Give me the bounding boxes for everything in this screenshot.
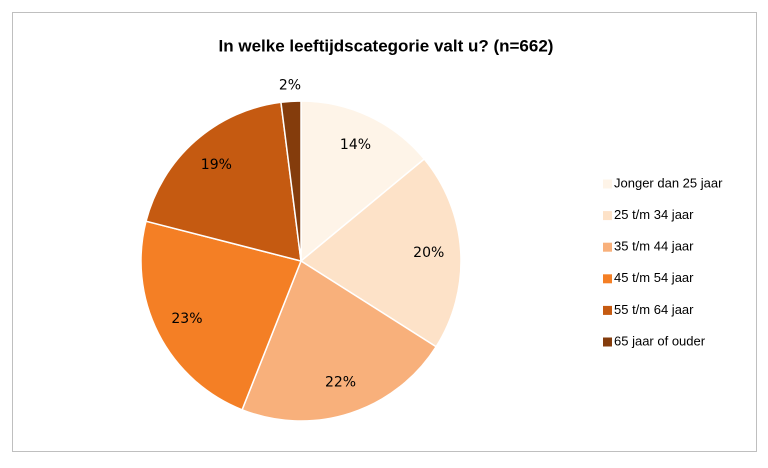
pie-slice: [145, 101, 302, 263]
legend-swatch: [603, 211, 612, 221]
legend-label: 65 jaar of ouder: [614, 333, 706, 348]
data-label: 14%: [340, 137, 371, 153]
legend-swatch: [603, 242, 612, 252]
pie-slice: [140, 220, 303, 411]
legend-swatch: [603, 337, 612, 347]
legend-swatch: [603, 274, 612, 284]
pie-slice: [241, 259, 438, 422]
legend-label: 55 t/m 64 jaar: [614, 302, 694, 317]
data-label: 22%: [325, 375, 356, 391]
data-label: 20%: [413, 245, 444, 261]
legend-label: 35 t/m 44 jaar: [614, 239, 694, 254]
pie-slice: [299, 157, 462, 348]
data-label: 19%: [201, 157, 232, 173]
pie-slice: [300, 100, 426, 263]
chart-title: In welke leeftijdscategorie valt u? (n=6…: [219, 36, 554, 55]
legend-swatch: [603, 305, 612, 315]
data-label: 23%: [171, 311, 202, 327]
data-label: 2%: [279, 77, 301, 93]
legend-label: 25 t/m 34 jaar: [614, 207, 694, 222]
legend-swatch: [603, 179, 612, 189]
legend-label: Jonger dan 25 jaar: [614, 175, 723, 190]
legend-label: 45 t/m 54 jaar: [614, 270, 694, 285]
pie-slice: [280, 100, 302, 262]
